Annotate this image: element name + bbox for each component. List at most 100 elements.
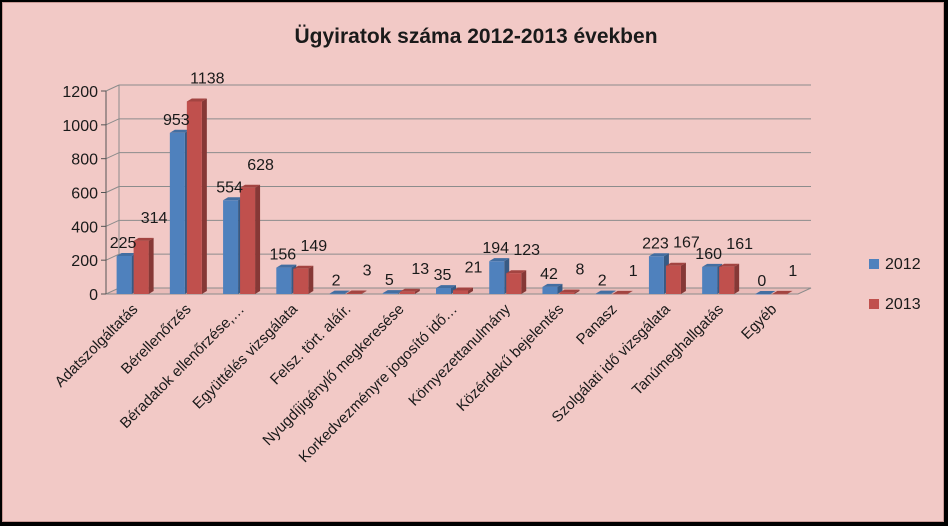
- data-label-2013: 1: [629, 263, 638, 280]
- bar-top-2013: [612, 290, 633, 294]
- bar-2012: [276, 267, 292, 294]
- data-label-2013: 8: [576, 262, 585, 279]
- y-tick-label: 600: [71, 186, 98, 203]
- bar-2012: [489, 261, 505, 294]
- bar-side-2012: [610, 290, 616, 294]
- legend-swatch-2013: [869, 299, 879, 309]
- bar-top-2013: [293, 265, 314, 269]
- bar-top-2013: [559, 289, 580, 293]
- data-label-2013: 314: [141, 210, 168, 227]
- data-label-2013: 149: [300, 238, 327, 255]
- bar-2012: [755, 294, 771, 295]
- data-label-2012: 42: [540, 266, 558, 283]
- bar-top-2013: [719, 263, 740, 267]
- legend-label-2013: 2013: [885, 296, 921, 313]
- gridline-side: [105, 219, 120, 227]
- chart-title: Ügyiratok száma 2012-2013 években: [294, 25, 657, 48]
- data-label-2012: 2: [332, 273, 341, 290]
- category-label: Panasz: [573, 301, 620, 348]
- bar-top-2013: [453, 287, 473, 291]
- bar-2013: [719, 266, 735, 294]
- y-tick-label: 0: [89, 287, 98, 304]
- bar-side-2013: [787, 290, 793, 294]
- bar-top-2013: [506, 270, 527, 274]
- bar-top-2013: [133, 237, 154, 241]
- data-label-2012: 554: [216, 179, 243, 196]
- bar-top-2013: [772, 290, 793, 294]
- bar-2012: [542, 286, 558, 294]
- bar-chart: Ügyiratok száma 2012-2013 években 0 200 40…: [52, 25, 921, 466]
- y-tick-label: 800: [71, 152, 98, 169]
- bar-2012: [595, 293, 611, 295]
- bar-top-2012: [595, 290, 616, 294]
- bar-top-2012: [223, 197, 244, 201]
- bar-2013: [772, 293, 788, 295]
- category-label: Környezettanulmány: [405, 300, 514, 409]
- data-label-2013: 123: [513, 242, 540, 259]
- legend-label-2012: 2012: [885, 256, 921, 273]
- bar-side-2013: [255, 184, 261, 294]
- data-label-2012: 223: [642, 235, 669, 252]
- bar-top-2012: [489, 258, 510, 262]
- bar-side-2012: [557, 283, 563, 294]
- bar-top-2012: [169, 129, 190, 133]
- y-tick-label: 1000: [62, 118, 98, 135]
- bar-side-2013: [361, 290, 367, 294]
- gridline-side: [105, 186, 120, 193]
- data-label-2013: 13: [411, 261, 429, 278]
- bar-side-2013: [574, 289, 580, 294]
- bar-2012: [382, 293, 398, 294]
- bar-2012: [223, 200, 239, 294]
- data-label-2013: 21: [465, 259, 483, 276]
- data-label-2013: 1138: [190, 70, 225, 87]
- bar-side-2013: [627, 290, 633, 294]
- bar-side-2013: [414, 288, 420, 294]
- gridline-side: [105, 84, 120, 92]
- bar-top-2012: [542, 283, 563, 287]
- bar-top-2013: [665, 262, 686, 266]
- data-label-2012: 5: [385, 272, 394, 289]
- bar-side-2012: [451, 285, 456, 294]
- category-label: Tanúmeghallgatás: [629, 301, 727, 399]
- bar-side-2013: [468, 287, 473, 294]
- bar-side-2013: [148, 237, 154, 294]
- bar-2013: [293, 268, 309, 294]
- data-label-2013: 167: [673, 235, 700, 252]
- bar-2013: [453, 290, 468, 294]
- bar-2012: [116, 255, 132, 294]
- y-tick-label: 1200: [62, 84, 98, 101]
- bar-top-2012: [329, 290, 350, 294]
- bar-side-2013: [308, 265, 314, 294]
- category-label: Egyéb: [738, 301, 780, 343]
- data-label-2013: 161: [726, 236, 753, 253]
- bar-top-2012: [382, 290, 403, 294]
- bar-top-2012: [648, 253, 669, 257]
- data-label-2013: 1: [788, 263, 797, 280]
- gridline-side: [105, 253, 120, 261]
- bar-2013: [399, 291, 415, 294]
- bar-side-2013: [734, 263, 740, 294]
- bar-2012: [436, 288, 451, 294]
- gridline-side: [105, 152, 120, 160]
- bar-2013: [612, 293, 628, 295]
- data-label-2012: 35: [434, 267, 452, 284]
- y-tick-label: 200: [71, 253, 98, 270]
- bar-2012: [169, 132, 185, 294]
- data-label-2012: 194: [482, 240, 509, 257]
- bar-2013: [186, 101, 202, 294]
- bar-top-2013: [399, 288, 420, 292]
- gridline-side: [105, 118, 120, 126]
- data-label-2012: 2: [598, 273, 607, 290]
- bar-top-2013: [346, 290, 367, 294]
- data-label-2012: 160: [695, 246, 722, 263]
- bar-2013: [133, 240, 149, 294]
- bar-side-2012: [344, 290, 350, 294]
- bar-2013: [346, 293, 362, 294]
- data-label-2013: 628: [247, 157, 274, 174]
- bar-top-2012: [116, 252, 137, 256]
- bar-top-2012: [436, 285, 456, 289]
- data-label-2012: 156: [269, 247, 296, 264]
- bar-2013: [240, 187, 256, 294]
- bar-2013: [559, 292, 575, 294]
